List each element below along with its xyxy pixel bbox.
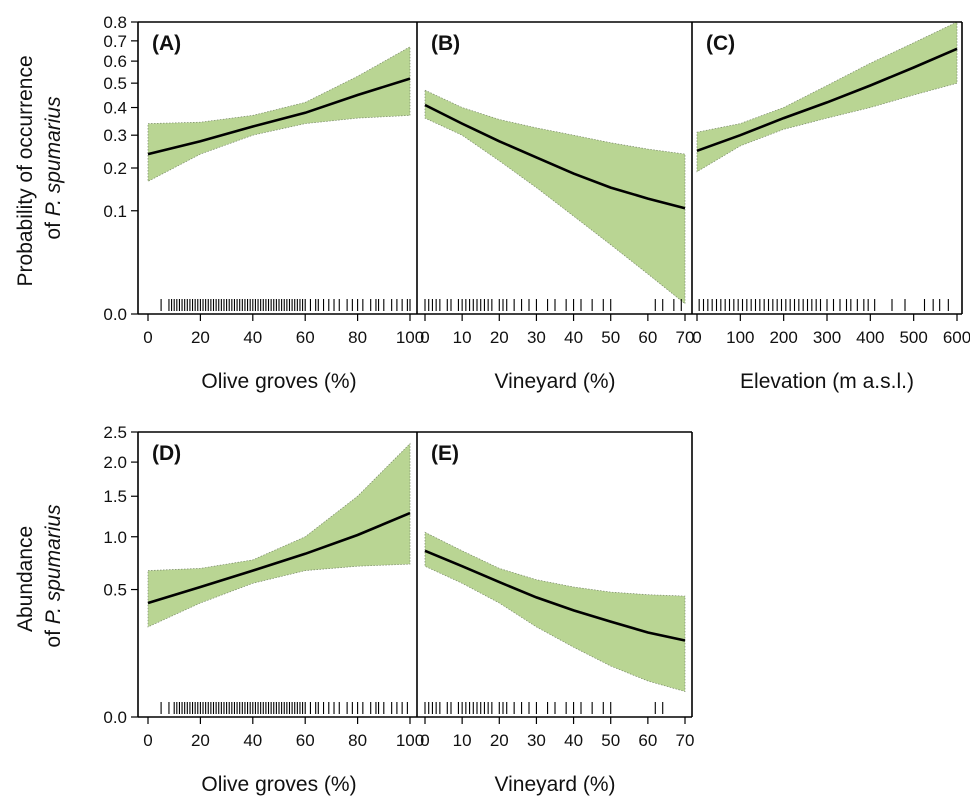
fitted-line (147, 77, 411, 156)
x-axis-title: Olive groves (%) (201, 773, 356, 796)
x-axis-title: Vineyard (%) (495, 370, 616, 393)
x-tick-label: 0 (143, 328, 152, 347)
x-tick-label: 40 (243, 328, 262, 347)
confidence-band (424, 89, 686, 305)
x-tick-label: 0 (143, 731, 152, 750)
x-tick-label: 60 (638, 731, 657, 750)
panel-label: (C) (706, 32, 735, 55)
fitted-line (424, 549, 686, 642)
x-tick-label: 80 (348, 731, 367, 750)
confidence-band (424, 531, 686, 692)
y-tick-label: 0.1 (103, 202, 127, 221)
y-axis-title-prefix: of (42, 624, 65, 647)
panel-label: (B) (431, 32, 460, 55)
x-tick-label: 20 (490, 328, 509, 347)
x-tick-label: 10 (453, 731, 472, 750)
x-tick-label: 100 (396, 731, 424, 750)
x-tick-label: 300 (813, 328, 841, 347)
panel-a: (A) 0 20 40 60 80 100 Olive groves (%) (138, 21, 424, 393)
x-tick-label: 60 (296, 328, 315, 347)
x-tick-label: 100 (396, 328, 424, 347)
fitted-line (424, 103, 686, 210)
x-tick-label: 100 (726, 328, 754, 347)
y-tick-label: 2.5 (103, 423, 127, 442)
x-tick-label: 400 (856, 328, 884, 347)
confidence-band (696, 21, 958, 173)
y-axis-title-species: P. spumarius (42, 96, 65, 216)
fitted-line (696, 47, 958, 153)
x-tick-label: 20 (191, 731, 210, 750)
y-tick-label: 1.5 (103, 487, 127, 506)
x-tick-label: 70 (676, 328, 695, 347)
y-axis-titles: Probability of occurrence of P. spumariu… (14, 50, 65, 648)
x-tick-label: 0 (420, 731, 429, 750)
x-tick-label: 20 (191, 328, 210, 347)
y-tick-label: 0.4 (103, 99, 127, 118)
x-tick-label: 80 (348, 328, 367, 347)
x-tick-label: 40 (243, 731, 262, 750)
y-tick-label: 0.6 (103, 52, 127, 71)
panel-c: (C) 0 100 200 300 400 500 600 Elevation (m a.s.l… (692, 21, 970, 393)
y-tick-label: 0.2 (103, 159, 127, 178)
panel-label: (E) (431, 442, 459, 465)
y-axis-title-line1: Probability of occurrence (14, 55, 37, 286)
x-tick-label: 200 (769, 328, 797, 347)
panel-label: (D) (152, 442, 181, 465)
y-tick-label: 0.8 (103, 13, 127, 32)
y-tick-label: 1.0 (103, 528, 127, 547)
y-axis-title-line2: of P. spumarius (42, 504, 65, 648)
confidence-band (147, 442, 411, 628)
fitted-line (147, 511, 411, 605)
x-tick-label: 40 (564, 731, 583, 750)
x-tick-label: 0 (420, 328, 429, 347)
x-tick-label: 600 (943, 328, 970, 347)
y-tick-label: 0.5 (103, 74, 127, 93)
x-tick-label: 20 (490, 731, 509, 750)
y-tick-label: 0.0 (103, 305, 127, 324)
y-tick-label: 0.0 (103, 708, 127, 727)
x-tick-label: 40 (564, 328, 583, 347)
y-axis-title-species: P. spumarius (42, 504, 65, 624)
y-axis-title-line1: Abundance (14, 526, 37, 632)
panel-d: (D) 0 20 40 60 80 100 Olive groves (%) (138, 431, 424, 796)
y-tick-label: 0.3 (103, 126, 127, 145)
x-tick-label: 30 (527, 328, 546, 347)
x-tick-label: 60 (296, 731, 315, 750)
x-tick-label: 10 (453, 328, 472, 347)
y-tick-label: 2.0 (103, 453, 127, 472)
y-axis-title-prefix: of (42, 216, 65, 239)
x-tick-label: 50 (601, 731, 620, 750)
y-axis-title-line2: of P. spumarius (42, 96, 65, 240)
y-axis-title-abundance: Abundance of P. spumarius (14, 504, 65, 648)
y-axes: 0.0 0.1 0.2 0.3 0.4 0.5 0.60.70.8 0.0 0.5 1.0 1.5 2… (103, 13, 139, 727)
x-tick-label: 500 (899, 328, 927, 347)
x-tick-label: 50 (601, 328, 620, 347)
panel-b: (B) 0 10 20 30 40 50 60 70 Vineyard (%) (417, 21, 695, 393)
panel-e: (E) 0 10 20 30 40 50 60 70 Vineyard (%) (417, 431, 695, 796)
y-tick-label: 0.5 (103, 581, 127, 600)
x-axis-title: Olive groves (%) (201, 370, 356, 393)
confidence-band (147, 46, 411, 182)
x-tick-label: 60 (638, 328, 657, 347)
x-tick-label: 70 (676, 731, 695, 750)
x-tick-label: 0 (692, 328, 701, 347)
x-axis-title: Elevation (m a.s.l.) (740, 370, 914, 393)
x-axis-title: Vineyard (%) (495, 773, 616, 796)
x-tick-label: 30 (527, 731, 546, 750)
y-axis-title-occurrence: Probability of occurrence of P. spumariu… (14, 50, 65, 287)
y-tick-label: 0.7 (103, 32, 127, 51)
panel-label: (A) (152, 32, 181, 55)
